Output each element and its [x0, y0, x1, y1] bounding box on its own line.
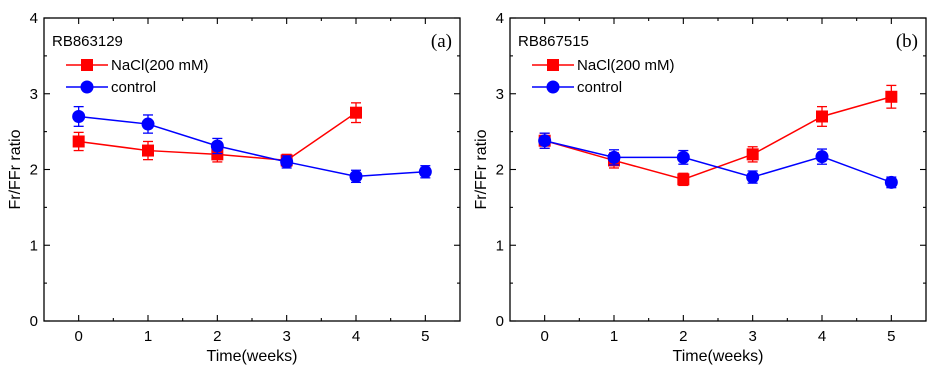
series-control	[72, 105, 432, 184]
data-point-circle	[676, 150, 690, 164]
legend-marker-circle	[80, 80, 94, 94]
data-point-circle	[72, 109, 86, 123]
legend-marker-square	[547, 59, 559, 71]
y-tick-label: 2	[30, 162, 38, 179]
y-tick-label: 2	[496, 162, 504, 179]
x-tick-label: 4	[352, 328, 360, 345]
data-point-circle	[607, 150, 621, 164]
x-tick-label: 2	[213, 328, 221, 345]
y-tick-label: 3	[30, 86, 38, 103]
x-tick-label: 1	[610, 328, 618, 345]
x-tick-label: 5	[421, 328, 429, 345]
y-axis-label: Fr/FFr ratio	[473, 129, 490, 209]
series-line	[544, 139, 892, 184]
data-point-circle	[815, 150, 829, 164]
data-point-square	[142, 144, 154, 157]
x-tick-label: 3	[282, 328, 290, 345]
data-point-circle	[280, 155, 294, 169]
chart-panel-a: 0 1 2 3 4 5 0 1 2 3 4 Time(weeks) Fr/FFr ratio RB8631…	[7, 10, 461, 365]
sample-label: RB867515	[518, 33, 589, 50]
data-point-circle	[210, 139, 224, 153]
sample-label: RB863129	[52, 33, 123, 50]
data-point-circle	[884, 175, 898, 189]
x-tick-label: 0	[74, 328, 82, 345]
legend-entry: NaCl(200 mM)	[532, 57, 675, 74]
x-axis-label: Time(weeks)	[673, 348, 764, 365]
y-tick-label: 4	[30, 10, 38, 27]
data-point-square	[72, 135, 85, 148]
legend-label: control	[111, 79, 156, 96]
legend-label: NaCl(200 mM)	[111, 57, 209, 74]
y-tick-label: 3	[496, 86, 504, 103]
data-point-square	[885, 90, 898, 103]
x-tick-label: 0	[540, 328, 548, 345]
legend-marker-square	[81, 59, 93, 71]
data-point-circle	[141, 117, 155, 131]
data-point-square	[677, 173, 690, 186]
data-point-circle	[538, 134, 552, 148]
y-tick-label: 0	[30, 313, 38, 330]
x-tick-label: 4	[818, 328, 826, 345]
legend-marker-circle	[546, 80, 560, 94]
data-point-square	[816, 110, 828, 123]
x-axis-label: Time(weeks)	[207, 348, 298, 365]
data-point-circle	[349, 169, 363, 183]
x-tick-label: 5	[887, 328, 895, 345]
legend-entry: control	[532, 79, 622, 96]
data-point-circle	[746, 170, 760, 184]
legend-entry: NaCl(200 mM)	[66, 57, 209, 74]
series-control	[538, 132, 898, 189]
legend-label: control	[577, 79, 622, 96]
x-tick-label: 3	[748, 328, 756, 345]
data-point-square	[350, 106, 362, 119]
y-tick-label: 1	[496, 237, 504, 254]
series-line	[78, 115, 426, 178]
legend-label: NaCl(200 mM)	[577, 57, 675, 74]
panel-label: (b)	[896, 31, 918, 52]
data-point-circle	[418, 165, 432, 179]
series-nacl	[72, 102, 362, 168]
plot-frame	[509, 17, 927, 322]
x-tick-label: 1	[144, 328, 152, 345]
data-point-square	[746, 148, 759, 161]
y-tick-label: 4	[496, 10, 504, 27]
chart-panel-b: 0 1 2 3 4 5 0 1 2 3 4 Time(weeks) Fr/FFr ratio RB8675…	[473, 10, 927, 365]
panel-label: (a)	[431, 31, 452, 52]
x-tick-label: 2	[679, 328, 687, 345]
legend-entry: control	[66, 79, 156, 96]
y-tick-label: 1	[30, 237, 38, 254]
plot-frame	[43, 17, 461, 322]
y-axis-label: Fr/FFr ratio	[7, 129, 24, 209]
series-nacl	[538, 84, 898, 187]
y-tick-label: 0	[496, 313, 504, 330]
